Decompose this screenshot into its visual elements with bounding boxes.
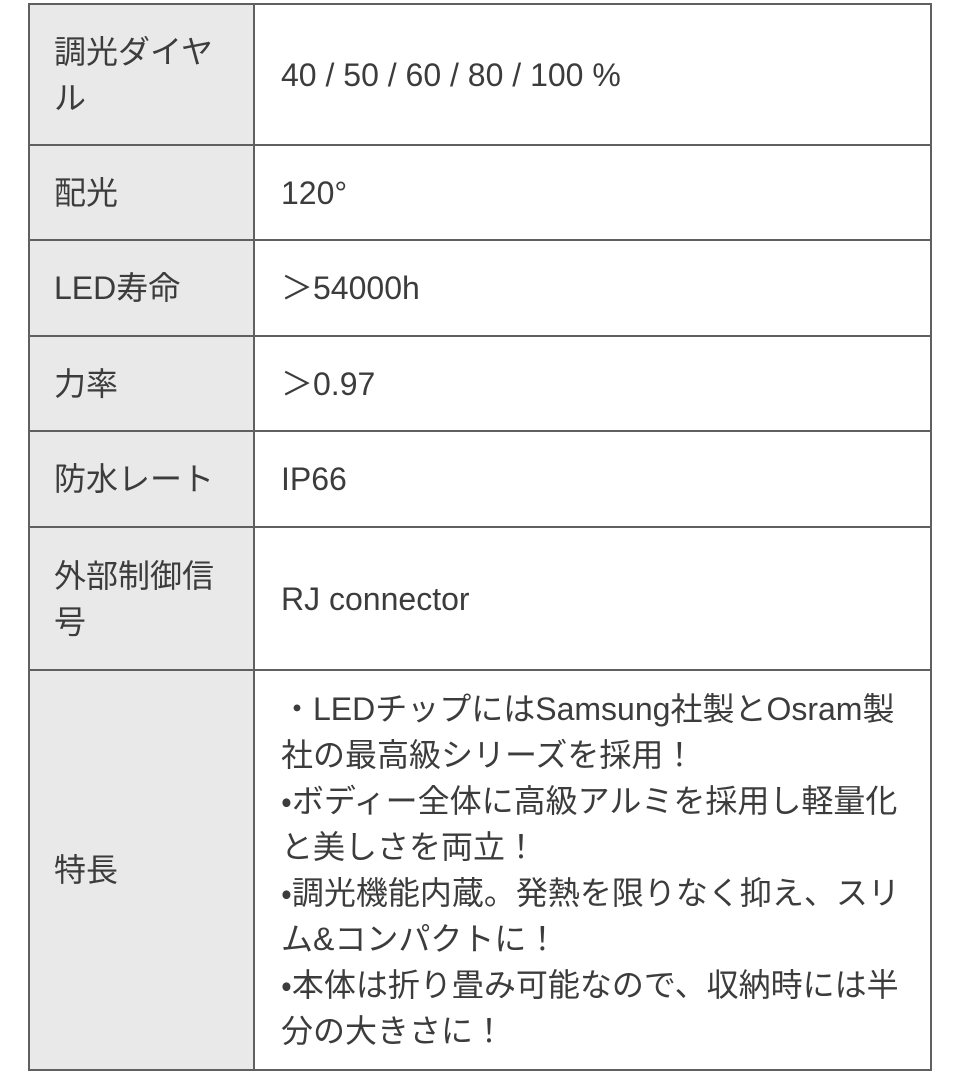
spec-value: 120° — [281, 174, 348, 211]
feature-line: ・調光機能内蔵。発熱を限りなく抑え、スリム&コンパクトに！ — [281, 875, 900, 957]
spec-label: 調光ダイヤル — [30, 5, 255, 144]
spec-value: RJ connector — [281, 580, 470, 617]
spec-row: 配光 120° — [30, 144, 930, 239]
spec-row: 調光ダイヤル 40 / 50 / 60 / 80 / 100 % — [30, 5, 930, 144]
feature-line: ・LEDチップにはSamsung社製とOsram製社の最高級シリーズを採用！ — [281, 691, 895, 773]
spec-label: LED寿命 — [30, 241, 255, 335]
spec-row: LED寿命 ＞54000h — [30, 239, 930, 335]
spec-value: ＞0.97 — [281, 365, 376, 402]
spec-label: 特長 — [30, 671, 255, 1069]
spec-row: 特長 ・LEDチップにはSamsung社製とOsram製社の最高級シリーズを採用… — [30, 669, 930, 1069]
spec-row: 外部制御信号 RJ connector — [30, 526, 930, 669]
spec-label: 外部制御信号 — [30, 528, 255, 669]
spec-label: 配光 — [30, 146, 255, 239]
spec-value: ＞54000h — [281, 270, 420, 306]
spec-value: ・LEDチップにはSamsung社製とOsram製社の最高級シリーズを採用！ ・ボ… — [255, 671, 930, 1069]
spec-value: IP66 — [281, 461, 347, 497]
spec-row: 力率 ＞0.97 — [30, 335, 930, 430]
spec-table: 調光ダイヤル 40 / 50 / 60 / 80 / 100 % 配光 120°… — [28, 3, 932, 1071]
spec-label: 防水レート — [30, 432, 255, 526]
feature-line: ・ボディー全体に高級アルミを採用し軽量化と美しさを両立！ — [281, 783, 898, 865]
spec-row: 防水レート IP66 — [30, 430, 930, 526]
spec-value: 40 / 50 / 60 / 80 / 100 % — [281, 56, 621, 93]
spec-label: 力率 — [30, 337, 255, 430]
feature-line: ・本体は折り畳み可能なので、収納時には半分の大きさに！ — [281, 967, 899, 1049]
